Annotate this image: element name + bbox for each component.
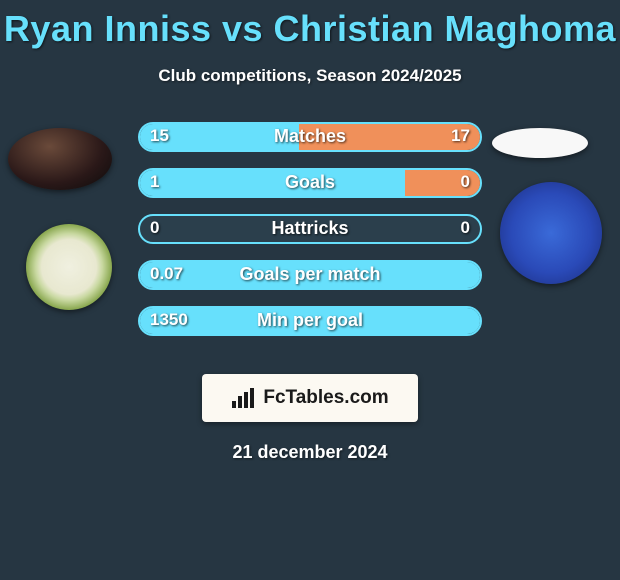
stats-column: 15 Matches 17 1 Goals 0 0 Hattrick [138, 122, 482, 336]
comparison-card: Ryan Inniss vs Christian Maghoma Club co… [0, 0, 620, 463]
bar-chart-icon [231, 387, 257, 409]
stat-row: 0.07 Goals per match [138, 260, 482, 290]
club-right-crest [500, 182, 602, 284]
date-label: 21 december 2024 [0, 442, 620, 463]
stat-label: Hattricks [138, 218, 482, 239]
stat-row: 1350 Min per goal [138, 306, 482, 336]
club-left-crest [26, 224, 112, 310]
stat-label: Goals [138, 172, 482, 193]
brand-text: FcTables.com [263, 387, 388, 409]
stat-label: Matches [138, 126, 482, 147]
stat-value-right: 0 [461, 172, 470, 192]
comparison-area: 15 Matches 17 1 Goals 0 0 Hattrick [0, 122, 620, 362]
stat-label: Min per goal [138, 310, 482, 331]
player-right-avatar [492, 128, 588, 158]
stat-label: Goals per match [138, 264, 482, 285]
stat-value-right: 0 [461, 218, 470, 238]
subtitle: Club competitions, Season 2024/2025 [0, 66, 620, 86]
stat-row: 15 Matches 17 [138, 122, 482, 152]
page-title: Ryan Inniss vs Christian Maghoma [0, 8, 620, 50]
stat-row: 1 Goals 0 [138, 168, 482, 198]
brand-logo: FcTables.com [202, 374, 418, 422]
stat-row: 0 Hattricks 0 [138, 214, 482, 244]
stat-value-right: 17 [451, 126, 470, 146]
player-left-avatar [8, 128, 112, 190]
